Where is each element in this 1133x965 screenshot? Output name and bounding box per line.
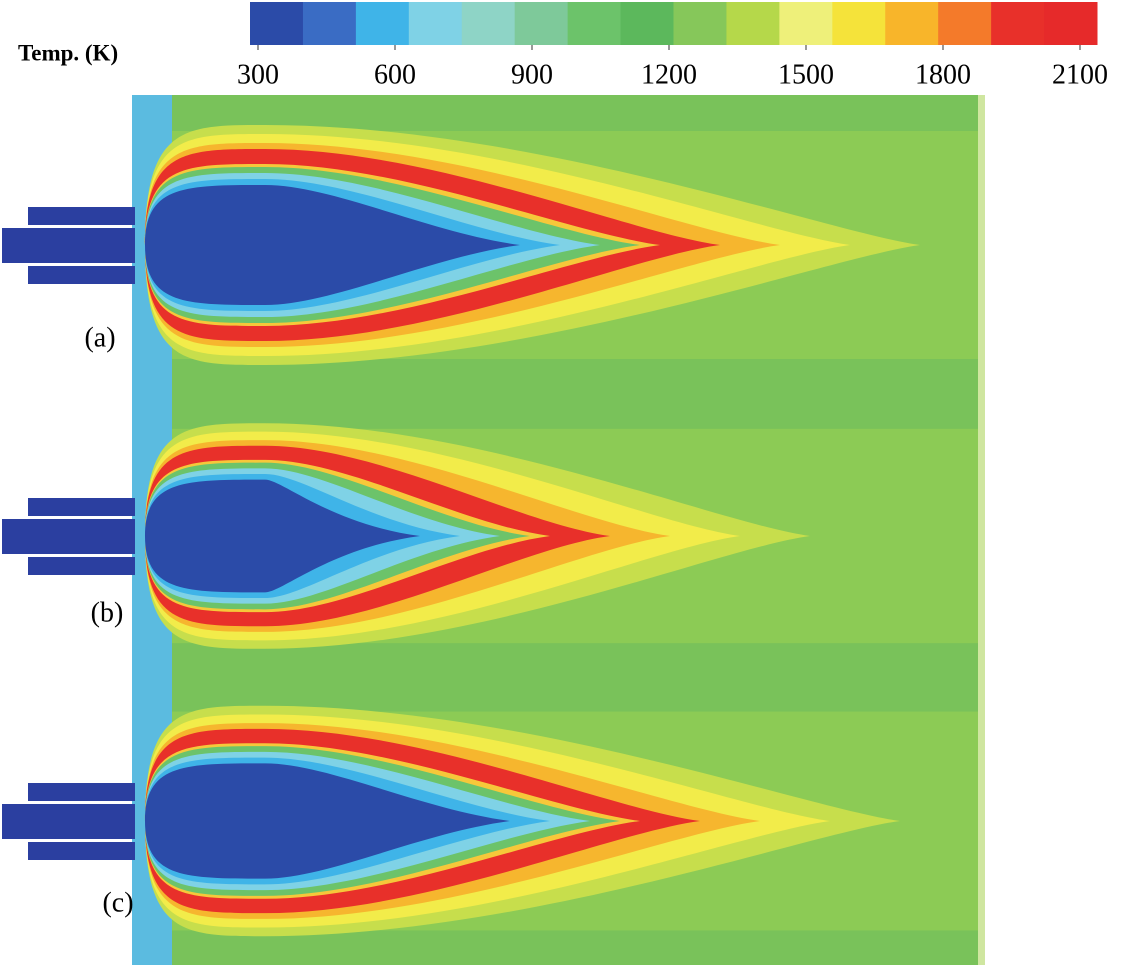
contour-panel xyxy=(2,395,985,677)
wall xyxy=(978,95,985,395)
colorbar-segment xyxy=(355,2,410,45)
colorbar-tick-label: 1800 xyxy=(915,59,971,90)
colorbar-segment xyxy=(302,2,357,45)
colorbar-segment xyxy=(514,2,569,45)
contour-layer xyxy=(145,185,520,305)
colorbar-segment xyxy=(461,2,516,45)
nozzle-upper xyxy=(28,498,135,516)
nozzle-upper xyxy=(28,207,135,225)
colorbar-segment xyxy=(1044,2,1098,45)
colorbar-tick-label: 1500 xyxy=(778,59,834,90)
colorbar-segment xyxy=(779,2,833,45)
colorbar-tick-label: 300 xyxy=(237,59,279,90)
panel-label: (b) xyxy=(91,597,124,628)
colorbar-segment xyxy=(991,2,1045,45)
colorbar-segment xyxy=(250,2,304,45)
panel-label: (a) xyxy=(84,322,115,353)
nozzle-lower xyxy=(28,266,135,284)
colorbar-segment xyxy=(567,2,622,45)
wall xyxy=(978,395,985,677)
colorbar-title: Temp. (K) xyxy=(18,40,118,65)
colorbar-tick-label: 2100 xyxy=(1052,59,1108,90)
colorbar-segment xyxy=(832,2,886,45)
nozzle-center xyxy=(2,519,135,554)
colorbar-segment xyxy=(673,2,727,45)
colorbar-segment xyxy=(726,2,780,45)
nozzle-center xyxy=(2,804,135,839)
contour-panel xyxy=(2,95,985,395)
wall xyxy=(978,677,985,965)
colorbar-tick-label: 900 xyxy=(511,59,553,90)
nozzle-upper xyxy=(28,783,135,801)
colorbar-segment xyxy=(620,2,674,45)
panel-label: (c) xyxy=(102,887,133,918)
colorbar-tick-label: 600 xyxy=(374,59,416,90)
contour-layer xyxy=(145,479,420,593)
nozzle-lower xyxy=(28,842,135,860)
nozzle-lower xyxy=(28,557,135,575)
contour-panel xyxy=(2,677,985,965)
contour-layer xyxy=(145,763,510,879)
colorbar-segment xyxy=(408,2,463,45)
nozzle-center xyxy=(2,228,135,263)
colorbar-tick-label: 1200 xyxy=(641,59,697,90)
colorbar-segment xyxy=(938,2,992,45)
colorbar-segment xyxy=(885,2,939,45)
